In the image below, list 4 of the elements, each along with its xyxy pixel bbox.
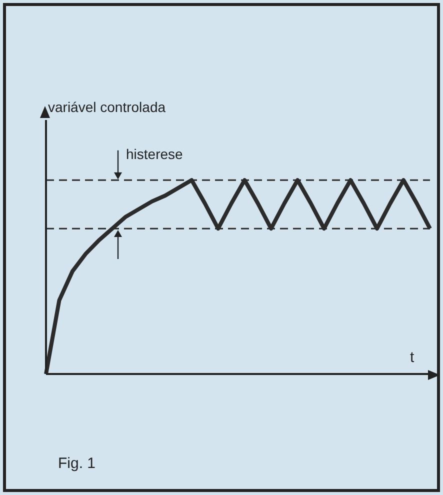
caption: Fig. 1	[58, 455, 96, 472]
x-axis-title: t	[410, 349, 414, 366]
text: histerese	[126, 146, 183, 162]
y-axis-title: variável controlada	[48, 99, 166, 115]
